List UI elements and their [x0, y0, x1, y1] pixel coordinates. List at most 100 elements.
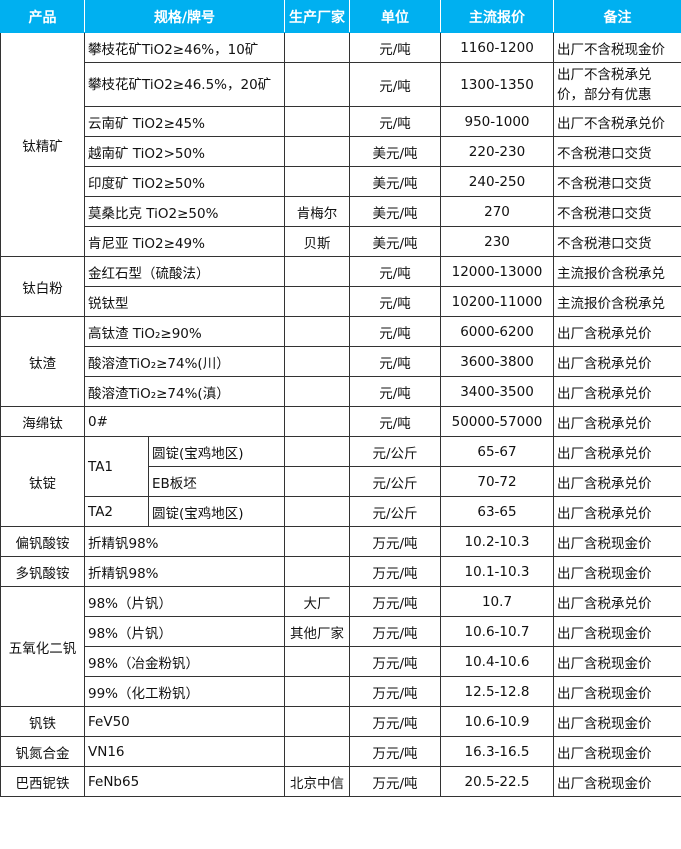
maker-cell: [284, 436, 350, 467]
price-cell: 950-1000: [440, 106, 554, 137]
price-cell: 220-230: [440, 136, 554, 167]
unit-cell: 元/吨: [349, 62, 441, 107]
product-name-cell: 五氧化二钒: [0, 586, 85, 707]
unit-cell: 万元/吨: [349, 736, 441, 767]
price-cell: 70-72: [440, 466, 554, 497]
maker-cell: [284, 376, 350, 407]
product-name-cell: 巴西铌铁: [0, 766, 85, 797]
note-cell: 出厂含税承兑价: [553, 376, 681, 407]
price-cell: 10.4-10.6: [440, 646, 554, 677]
maker-cell: [284, 526, 350, 557]
unit-cell: 万元/吨: [349, 766, 441, 797]
product-name-cell: 钒铁: [0, 706, 85, 737]
table-row: 钒铁 FeV50 万元/吨 10.6-10.9 出厂含税现金价: [0, 706, 681, 737]
spec-cell: 越南矿 TiO2>50%: [84, 136, 285, 167]
maker-cell: [284, 676, 350, 707]
spec-cell: VN16: [84, 736, 285, 767]
spec-cell: 云南矿 TiO2≥45%: [84, 106, 285, 137]
price-cell: 10.6-10.7: [440, 616, 554, 647]
price-cell: 50000-57000: [440, 406, 554, 437]
note-cell: 出厂不含税现金价: [553, 32, 681, 63]
spec-cell: 莫桑比克 TiO2≥50%: [84, 196, 285, 227]
note-cell: 出厂含税承兑价: [553, 346, 681, 377]
maker-cell: [284, 706, 350, 737]
table-row: 酸溶渣TiO₂≥74%(滇） 元/吨 3400-3500 出厂含税承兑价: [1, 376, 681, 407]
price-cell: 240-250: [440, 166, 554, 197]
note-cell: 出厂不含税承兑价: [553, 106, 681, 137]
price-cell: 10.1-10.3: [440, 556, 554, 587]
header-maker: 生产厂家: [284, 0, 350, 33]
price-cell: 230: [440, 226, 554, 257]
price-cell: 12.5-12.8: [440, 676, 554, 707]
table-row: 酸溶渣TiO₂≥74%(川） 元/吨 3600-3800 出厂含税承兑价: [1, 346, 681, 377]
header-spec: 规格/牌号: [84, 0, 285, 33]
maker-cell: [284, 286, 350, 317]
maker-cell: [284, 166, 350, 197]
spec-cell: 锐钛型: [84, 286, 285, 317]
unit-cell: 元/吨: [349, 256, 441, 287]
note-cell: 出厂不含税承兑价，部分有优惠: [553, 62, 681, 107]
product-name-cell: 钛渣: [0, 316, 85, 407]
note-cell: 出厂含税现金价: [553, 706, 681, 737]
maker-cell: [284, 256, 350, 287]
table-row: 多钒酸铵 折精钒98% 万元/吨 10.1-10.3 出厂含税现金价: [0, 556, 681, 587]
price-cell: 3400-3500: [440, 376, 554, 407]
maker-cell: [284, 466, 350, 497]
table-row: 攀枝花矿TiO2≥46.5%，20矿 元/吨 1300-1350 出厂不含税承兑价，部…: [1, 62, 681, 107]
grade-cell: TA1: [84, 436, 149, 497]
table-row: 肯尼亚 TiO2≥49% 贝斯 美元/吨 230 不含税港口交货: [1, 226, 681, 257]
price-cell: 10.2-10.3: [440, 526, 554, 557]
unit-cell: 元/吨: [349, 406, 441, 437]
note-cell: 不含税港口交货: [553, 196, 681, 227]
unit-cell: 元/吨: [349, 376, 441, 407]
note-cell: 出厂含税承兑价: [553, 316, 681, 347]
spec-cell: 98%（片钒）: [84, 586, 285, 617]
table-row: 锐钛型 元/吨 10200-11000 主流报价含税承兑: [1, 286, 681, 317]
grade-cell: TA2: [84, 496, 149, 527]
table-row: 钛渣 高钛渣 TiO₂≥90% 元/吨 6000-6200 出厂含税承兑价: [0, 316, 681, 407]
header-row: 产品 规格/牌号 生产厂家 单位 主流报价 备注: [0, 0, 681, 33]
table-row: 98%（片钒） 其他厂家 万元/吨 10.6-10.7 出厂含税现金价: [1, 616, 681, 647]
unit-cell: 万元/吨: [349, 556, 441, 587]
note-cell: 出厂含税现金价: [553, 646, 681, 677]
maker-cell: [284, 106, 350, 137]
maker-cell: [284, 346, 350, 377]
spec-cell: 圆锭(宝鸡地区): [148, 436, 285, 467]
table-row: 钛锭 TA1 圆锭(宝鸡地区) 元/公斤 65-67 出厂含税承兑价: [0, 436, 681, 527]
product-name-cell: 海绵钛: [0, 406, 85, 437]
price-cell: 10200-11000: [440, 286, 554, 317]
spec-cell: 圆锭(宝鸡地区): [148, 496, 285, 527]
note-cell: 出厂含税现金价: [553, 736, 681, 767]
table-row: TA2 圆锭(宝鸡地区) 元/公斤 63-65 出厂含税承兑价: [1, 496, 681, 527]
price-cell: 10.7: [440, 586, 554, 617]
maker-cell: 其他厂家: [284, 616, 350, 647]
spec-cell: FeV50: [84, 706, 285, 737]
table-row: 钛白粉 金红石型（硫酸法） 元/吨 12000-13000 主流报价含税承兑: [0, 256, 681, 317]
maker-cell: [284, 316, 350, 347]
header-price: 主流报价: [440, 0, 554, 33]
table-row: 莫桑比克 TiO2≥50% 肯梅尔 美元/吨 270 不含税港口交货: [1, 196, 681, 227]
product-name-cell: 偏钒酸铵: [0, 526, 85, 557]
product-name-cell: 多钒酸铵: [0, 556, 85, 587]
spec-cell: 攀枝花矿TiO2≥46.5%，20矿: [84, 62, 285, 107]
price-cell: 270: [440, 196, 554, 227]
unit-cell: 元/吨: [349, 346, 441, 377]
unit-cell: 元/吨: [349, 286, 441, 317]
maker-cell: 肯梅尔: [284, 196, 350, 227]
product-name-cell: 钒氮合金: [0, 736, 85, 767]
product-name-cell: 钛精矿: [0, 32, 85, 257]
price-cell: 63-65: [440, 496, 554, 527]
header-note: 备注: [553, 0, 681, 33]
price-cell: 1160-1200: [440, 32, 554, 63]
spec-cell: EB板坯: [148, 466, 285, 497]
table-row: 印度矿 TiO2≥50% 美元/吨 240-250 不含税港口交货: [1, 166, 681, 197]
note-cell: 出厂含税现金价: [553, 676, 681, 707]
unit-cell: 元/公斤: [349, 436, 441, 467]
spec-cell: 印度矿 TiO2≥50%: [84, 166, 285, 197]
maker-cell: [284, 62, 350, 107]
unit-cell: 元/吨: [349, 316, 441, 347]
note-cell: 出厂含税承兑价: [553, 496, 681, 527]
note-cell: 出厂含税承兑价: [553, 436, 681, 467]
price-cell: 10.6-10.9: [440, 706, 554, 737]
price-cell: 1300-1350: [440, 62, 554, 107]
